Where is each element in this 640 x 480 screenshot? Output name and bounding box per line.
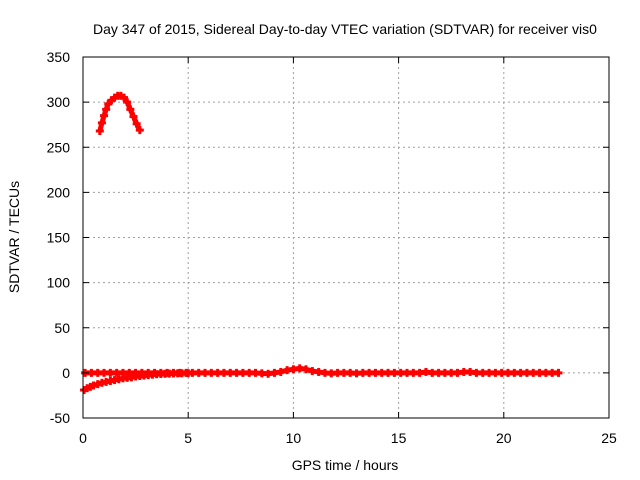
y-tick-label: 250 (47, 139, 71, 155)
data-series (81, 364, 563, 378)
axis-ticks: 0 5 10 15 20 25 -50 0 50 100 150 200 250 300 350 (47, 49, 617, 446)
x-tick-label: 20 (496, 430, 512, 446)
plot-frame (82, 56, 610, 419)
y-tick-label: 350 (47, 49, 71, 65)
y-axis-label: SDTVAR / TECUs (6, 181, 22, 293)
x-tick-label: 5 (184, 430, 192, 446)
data-series (95, 91, 144, 136)
x-axis-label: GPS time / hours (292, 457, 399, 473)
x-tick-label: 25 (601, 430, 617, 446)
y-tick-label: 0 (62, 365, 70, 381)
y-tick-label: 100 (47, 275, 71, 291)
series-layer (80, 91, 563, 395)
y-tick-label: -50 (50, 410, 70, 426)
y-tick-label: 200 (47, 184, 71, 200)
grid (83, 57, 609, 418)
y-tick-label: 300 (47, 94, 71, 110)
x-tick-label: 10 (286, 430, 302, 446)
x-tick-label: 0 (79, 430, 87, 446)
chart-title: Day 347 of 2015, Sidereal Day-to-day VTE… (93, 21, 597, 37)
y-tick-label: 50 (54, 320, 70, 336)
y-tick-label: 150 (47, 230, 71, 246)
x-tick-label: 15 (391, 430, 407, 446)
